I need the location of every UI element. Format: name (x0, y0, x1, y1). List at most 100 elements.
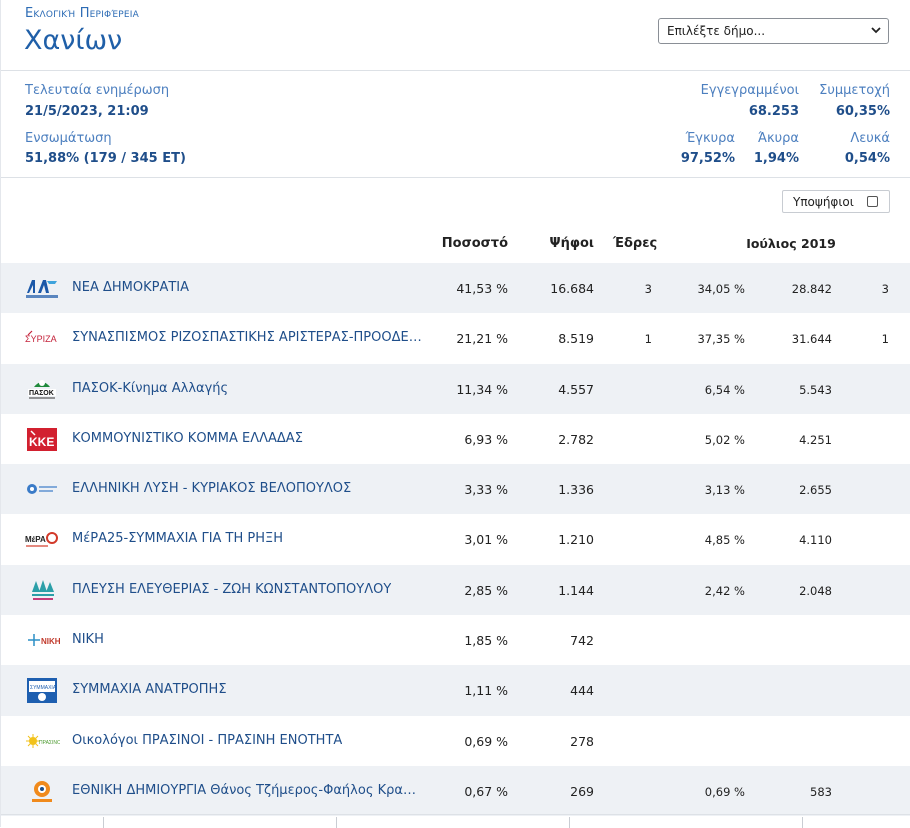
turnout-label: Συμμετοχή (819, 83, 890, 98)
party-name-link[interactable]: ΕΘΝΙΚΗ ΔΗΜΙΟΥΡΓΙΑ Θάνος Τζήμερος-Φαήλος … (72, 782, 422, 798)
svg-text:MέPA: MέPA (25, 535, 46, 544)
stats-panel: Τελευταία ενημέρωση 21/5/2023, 21:09 Ενσ… (1, 71, 910, 178)
party-votes-2019: 4.251 (799, 432, 832, 447)
plefsi-logo (24, 578, 60, 603)
party-name-link[interactable]: ΠΑΣΟΚ-Κίνημα Αλλαγής (72, 380, 229, 396)
party-name-link[interactable]: Οικολόγοι ΠΡΑΣΙΝΟΙ - ΠΡΑΣΙΝΗ ΕΝΟΤΗΤΑ (72, 732, 343, 748)
party-percent: 3,01 % (464, 532, 508, 548)
last-update-value: 21/5/2023, 21:09 (25, 104, 149, 119)
party-percent-2019: 37,35 % (697, 332, 745, 347)
party-percent-2019: 34,05 % (697, 282, 745, 296)
svg-text:ΣΥΜΜΑΧΙΑ: ΣΥΜΜΑΧΙΑ (30, 685, 57, 691)
party-name-link[interactable]: ΚΟΜΜΟΥΝΙΣΤΙΚΟ ΚΟΜΜΑ ΕΛΛΑΔΑΣ (72, 430, 303, 446)
candidates-toggle[interactable]: Υποψήφιοι (782, 190, 890, 213)
results-table: ΝΕΑ ΔΗΜΟΚΡΑΤΙΑ 41,53 % 16.684 3 34,05 % 28.84… (1, 263, 910, 817)
party-votes: 444 (570, 683, 594, 699)
svg-text:ΠΑΣΟΚ: ΠΑΣΟΚ (29, 390, 54, 397)
party-percent: 0,69 % (464, 733, 508, 749)
party-votes-2019: 5.543 (799, 382, 832, 397)
blank-label: Λευκά (850, 131, 890, 146)
svg-text:ΚΚΕ: ΚΚΕ (29, 435, 54, 449)
party-percent-2019: 6,54 % (704, 382, 745, 397)
invalid-label: Άκυρα (757, 131, 799, 146)
table-row[interactable]: MέPA ΜέΡΑ25-ΣΥΜΜΑΧΙΑ ΓΙΑ ΤΗ ΡΗΞΗ 3,01 % 1.2… (1, 514, 910, 564)
table-row[interactable]: ΠΛΕΥΣΗ ΕΛΕΥΘΕΡΙΑΣ - ΖΩΗ ΚΩΝΣΤΑΝΤΟΠΟΥΛΟΥ 2… (1, 564, 910, 616)
chevron-down-icon (871, 27, 881, 34)
registered-label: Εγγεγραμμένοι (700, 83, 799, 98)
party-votes: 742 (570, 633, 594, 649)
party-percent-2019: 3,13 % (704, 483, 745, 498)
table-row[interactable]: ΕΛΛΗΝΙΚΗ ΛΥΣΗ - ΚΥΡΙΑΚΟΣ ΒΕΛΟΠΟΥΛΟΣ 3,33 … (1, 464, 910, 515)
party-seats: 3 (644, 282, 652, 296)
ethniki-dimiourgia-logo (24, 779, 60, 804)
mera25-logo: MέPA (24, 527, 60, 552)
party-name-link[interactable]: ΣΥΝΑΣΠΙΣΜΟΣ ΡΙΖΟΣΠΑΣΤΙΚΗΣ ΑΡΙΣΤΕΡΑΣ-ΠΡΟΟ… (72, 330, 422, 346)
table-row[interactable]: ΠΡΑΣΙΝΟΙ Οικολόγοι ΠΡΑΣΙΝΟΙ - ΠΡΑΣΙΝΗ ΕΝΟ… (1, 716, 910, 766)
column-header-seats: Έδρες (613, 236, 658, 251)
svg-text:ΝΙΚΗ: ΝΙΚΗ (41, 637, 60, 646)
column-header-percent: Ποσοστό (441, 236, 508, 251)
party-name-link[interactable]: ΕΛΛΗΝΙΚΗ ΛΥΣΗ - ΚΥΡΙΑΚΟΣ ΒΕΛΟΠΟΥΛΟΣ (72, 481, 352, 497)
party-percent-2019: 0,69 % (704, 784, 745, 799)
party-seats-2019: 1 (881, 332, 889, 347)
party-percent: 21,21 % (456, 331, 508, 347)
party-votes-2019: 31.644 (791, 332, 832, 347)
table-row[interactable]: ΕΘΝΙΚΗ ΔΗΜΙΟΥΡΓΙΑ Θάνος Τζήμερος-Φαήλος … (1, 765, 910, 817)
party-name-link[interactable]: ΣΥΜΜΑΧΙΑ ΑΝΑΤΡΟΠΗΣ (72, 682, 227, 698)
page-header: Εκλογική Περιφέρεια Χανίων Επιλέξτε δήμο… (1, 0, 910, 71)
syriza-logo: ΣΥΡΙΖΑ (24, 326, 60, 351)
party-votes-2019: 2.048 (799, 583, 832, 598)
party-votes-2019: 583 (810, 784, 832, 799)
party-percent: 0,67 % (464, 783, 508, 799)
municipality-select[interactable]: Επιλέξτε δήμο... (658, 18, 889, 44)
symmaxia-anatropis-logo: ΣΥΜΜΑΧΙΑ (24, 678, 60, 704)
niki-logo: ΝΙΚΗ (24, 628, 61, 653)
party-percent-2019: 4,85 % (704, 533, 745, 548)
party-name-link[interactable]: ΠΛΕΥΣΗ ΕΛΕΥΘΕΡΙΑΣ - ΖΩΗ ΚΩΝΣΤΑΝΤΟΠΟΥΛΟΥ (72, 581, 392, 597)
table-footer (1, 814, 910, 828)
party-votes: 269 (570, 783, 594, 799)
party-votes: 278 (570, 733, 594, 749)
party-votes-2019: 4.110 (799, 533, 832, 548)
table-row[interactable]: ΣΥΡΙΖΑ ΣΥΝΑΣΠΙΣΜΟΣ ΡΙΖΟΣΠΑΣΤΙΚΗΣ ΑΡΙΣΤΕΡΑ… (1, 313, 910, 363)
column-header-prev-election: Ιούλιος 2019 (746, 236, 836, 251)
last-update-label: Τελευταία ενημέρωση (25, 83, 170, 98)
municipality-select-value: Επιλέξτε δήμο... (667, 24, 766, 38)
pasok-logo: ΠΑΣΟΚ (24, 377, 60, 402)
integration-label: Ενσωμάτωση (25, 131, 112, 146)
party-votes: 8.519 (558, 331, 594, 347)
party-votes: 2.782 (558, 431, 594, 447)
invalid-value: 1,94% (753, 151, 799, 166)
table-row[interactable]: ΝΕΑ ΔΗΜΟΚΡΑΤΙΑ 41,53 % 16.684 3 34,05 % 28.84… (1, 263, 910, 314)
valid-label: Έγκυρα (685, 131, 735, 146)
party-percent: 1,85 % (464, 633, 508, 649)
integration-value: 51,88% (179 / 345 ΕΤ) (25, 151, 186, 166)
prasinoi-logo: ΠΡΑΣΙΝΟΙ (24, 729, 62, 754)
table-row[interactable]: ΣΥΜΜΑΧΙΑ ΣΥΜΜΑΧΙΑ ΑΝΑΤΡΟΠΗΣ 1,11 % 444 (1, 665, 910, 716)
party-votes: 4.557 (558, 381, 594, 397)
party-name-link[interactable]: ΜέΡΑ25-ΣΥΜΜΑΧΙΑ ΓΙΑ ΤΗ ΡΗΞΗ (72, 531, 284, 547)
party-seats: 1 (644, 332, 652, 347)
region-label: Εκλογική Περιφέρεια (25, 6, 139, 21)
party-percent: 2,85 % (464, 582, 508, 598)
turnout-value: 60,35% (835, 104, 890, 119)
table-row[interactable]: ΠΑΣΟΚ ΠΑΣΟΚ-Κίνημα Αλλαγής 11,34 % 4.557 6,5… (1, 363, 910, 414)
table-row[interactable]: ΚΚΕ ΚΟΜΜΟΥΝΙΣΤΙΚΟ ΚΟΜΜΑ ΕΛΛΑΔΑΣ 6,93 % 2.78… (1, 414, 910, 464)
party-percent: 11,34 % (456, 381, 508, 397)
party-votes: 1.336 (558, 482, 594, 498)
party-votes: 1.144 (558, 582, 594, 598)
party-votes-2019: 28.842 (791, 282, 832, 296)
party-percent: 3,33 % (464, 482, 508, 498)
valid-value: 97,52% (680, 151, 735, 166)
party-seats-2019: 3 (881, 282, 889, 296)
candidates-checkbox[interactable] (867, 196, 878, 207)
party-votes: 16.684 (550, 281, 594, 296)
party-name-link[interactable]: ΝΕΑ ΔΗΜΟΚΡΑΤΙΑ (72, 280, 190, 295)
column-header-votes: Ψήφοι (549, 236, 594, 251)
candidates-toggle-label: Υποψήφιοι (793, 195, 854, 209)
party-name-link[interactable]: ΝΙΚΗ (72, 632, 104, 648)
table-row[interactable]: ΝΙΚΗ ΝΙΚΗ 1,85 % 742 (1, 615, 910, 665)
party-percent-2019: 5,02 % (704, 432, 745, 447)
party-votes-2019: 2.655 (799, 483, 832, 498)
